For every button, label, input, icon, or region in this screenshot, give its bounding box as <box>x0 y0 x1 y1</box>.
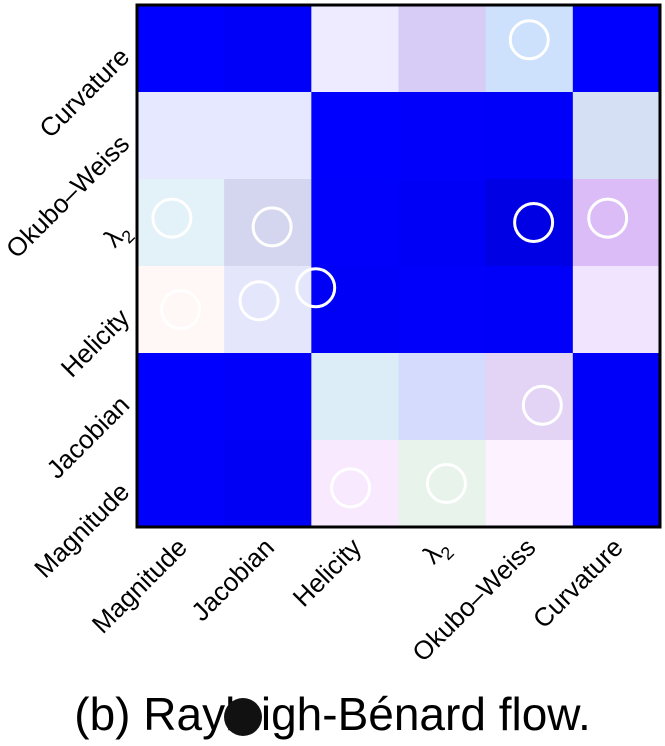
heatmap-cell <box>137 353 225 441</box>
heatmap-cell <box>311 266 399 354</box>
y-tick-label: Helicity <box>55 303 135 383</box>
heatmap-cell <box>572 179 661 267</box>
x-tick-label: Helicity <box>287 532 367 612</box>
heatmap-cell <box>137 5 225 93</box>
heatmap-cell <box>224 353 312 441</box>
plot-frame <box>135 3 662 529</box>
heatmap-cell <box>137 179 225 267</box>
heatmap-cell <box>137 92 225 180</box>
figure-caption: (b) Rayleigh-Bénard flow. <box>74 688 591 740</box>
y-tick-label: Magnitude <box>28 477 135 584</box>
heatmap-cell <box>572 92 661 180</box>
marker-circle <box>587 197 629 239</box>
marker-circle <box>160 289 202 330</box>
heatmap-cell <box>137 440 225 528</box>
marker-circle <box>238 280 280 322</box>
heatmap-cell <box>485 92 574 180</box>
heatmap-cell <box>311 440 399 528</box>
heatmap-cell <box>572 353 661 441</box>
y-tick-label: Jacobian <box>40 390 135 485</box>
heatmap-cell <box>224 179 312 267</box>
heatmap-cell <box>398 266 487 354</box>
heatmap-cell <box>398 440 487 528</box>
heatmap-cell <box>572 5 661 93</box>
heatmap-cell <box>485 5 574 93</box>
marker-circle <box>513 202 555 243</box>
marker-circle <box>425 463 467 504</box>
heatmap-cell <box>224 92 312 180</box>
marker-circle <box>508 19 550 61</box>
heatmap-cell <box>485 179 574 267</box>
x-tick-label: Magnitude <box>86 532 193 639</box>
heatmap-cell <box>311 353 399 441</box>
heatmap-cell <box>224 440 312 528</box>
heatmap-cell <box>485 266 574 354</box>
marker-circle <box>295 267 337 309</box>
heatmap-cell <box>311 92 399 180</box>
heatmap-cell <box>137 266 225 354</box>
heatmap-cell <box>224 5 312 93</box>
marker-circles <box>151 19 629 509</box>
heatmap-cell <box>398 5 487 93</box>
x-tick-label: Curvature <box>527 532 629 634</box>
y-tick-label: λ2 <box>98 216 139 257</box>
x-tick-label: λ2 <box>417 532 458 573</box>
y-tick-labels: CurvatureOkubo–Weissλ2HelicityJacobianMa… <box>0 42 139 584</box>
marker-circle <box>330 467 372 509</box>
heatmap-cell <box>311 5 399 93</box>
heatmap-cell <box>311 179 399 267</box>
heatmap-cell <box>572 440 661 528</box>
x-tick-label: Jacobian <box>185 532 280 627</box>
y-tick-label: Curvature <box>33 42 135 144</box>
heatmap-cell <box>398 179 487 267</box>
marker-circle <box>251 206 293 248</box>
marker-circle <box>521 384 563 426</box>
heatmap-cell <box>398 353 487 441</box>
ink-blot <box>224 698 262 736</box>
heatmap-cell <box>398 92 487 180</box>
marker-circle <box>151 197 193 239</box>
heatmap-cell <box>572 266 661 354</box>
heatmap-cells <box>137 5 661 528</box>
heatmap-cell <box>485 440 574 528</box>
